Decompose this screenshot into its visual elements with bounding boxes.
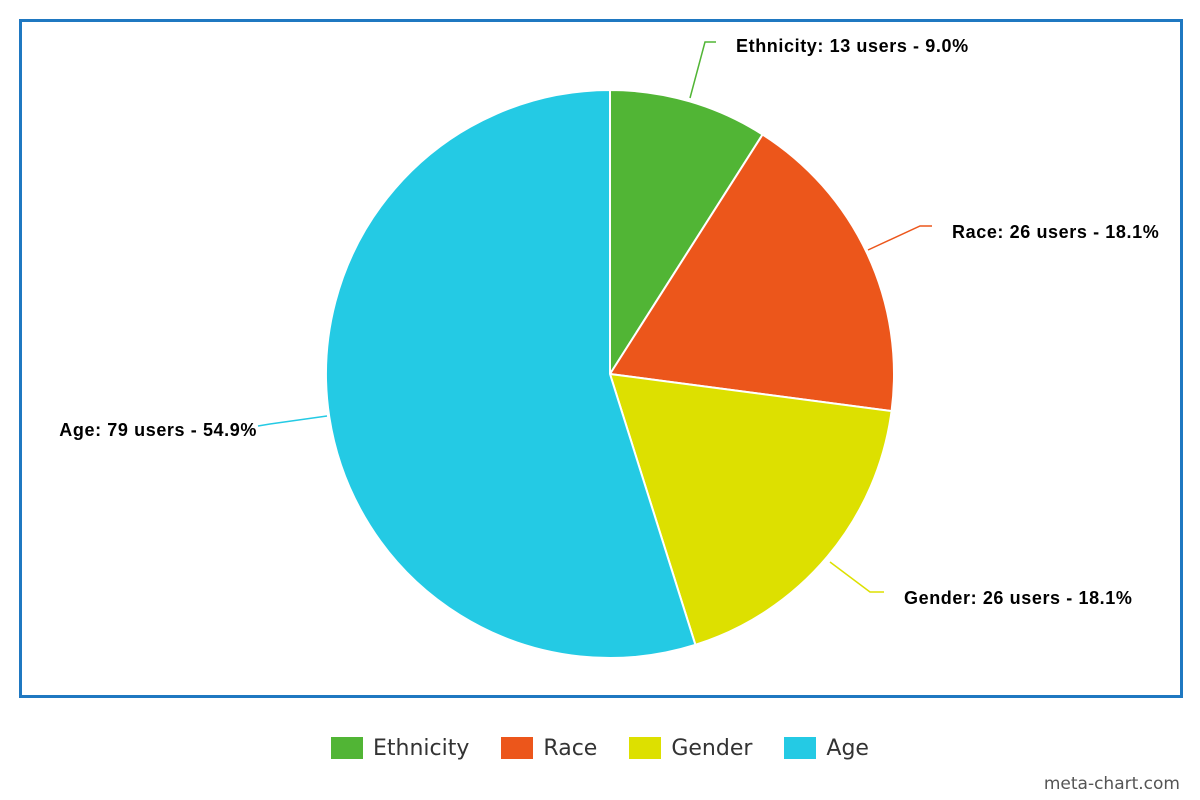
- pie-slice-race[interactable]: [608, 133, 895, 413]
- legend-item-race[interactable]: Race: [501, 736, 597, 761]
- connector-ethnicity: [689, 41, 716, 99]
- connector-gender: [829, 561, 884, 593]
- slice-label-age: Age: 79 users - 54.9%: [59, 420, 257, 440]
- legend-item-ethnicity[interactable]: Ethnicity: [331, 736, 469, 761]
- connector-age: [257, 415, 328, 427]
- legend-swatch-age: [784, 737, 817, 759]
- legend-swatch-ethnicity: [331, 737, 364, 759]
- slice-label-ethnicity: Ethnicity: 13 users - 9.0%: [736, 36, 969, 56]
- legend-item-age[interactable]: Age: [784, 736, 869, 761]
- connector-race: [867, 225, 932, 251]
- pie-slice-gender[interactable]: [608, 372, 893, 647]
- legend-label-gender: Gender: [671, 735, 753, 761]
- legend-label-race: Race: [543, 735, 598, 761]
- legend-label-ethnicity: Ethnicity: [373, 735, 470, 761]
- legend-swatch-race: [501, 737, 534, 759]
- watermark: meta-chart.com: [1043, 774, 1180, 794]
- pie-slice-ethnicity[interactable]: [609, 88, 764, 378]
- legend-item-gender[interactable]: Gender: [629, 736, 752, 761]
- slice-label-gender: Gender: 26 users - 18.1%: [904, 588, 1133, 608]
- legend-swatch-gender: [629, 737, 662, 759]
- slice-label-race: Race: 26 users - 18.1%: [952, 222, 1159, 242]
- legend-label-age: Age: [826, 735, 869, 761]
- legend: Ethnicity Race Gender Age: [0, 733, 1200, 763]
- pie-slice-age[interactable]: [325, 88, 697, 659]
